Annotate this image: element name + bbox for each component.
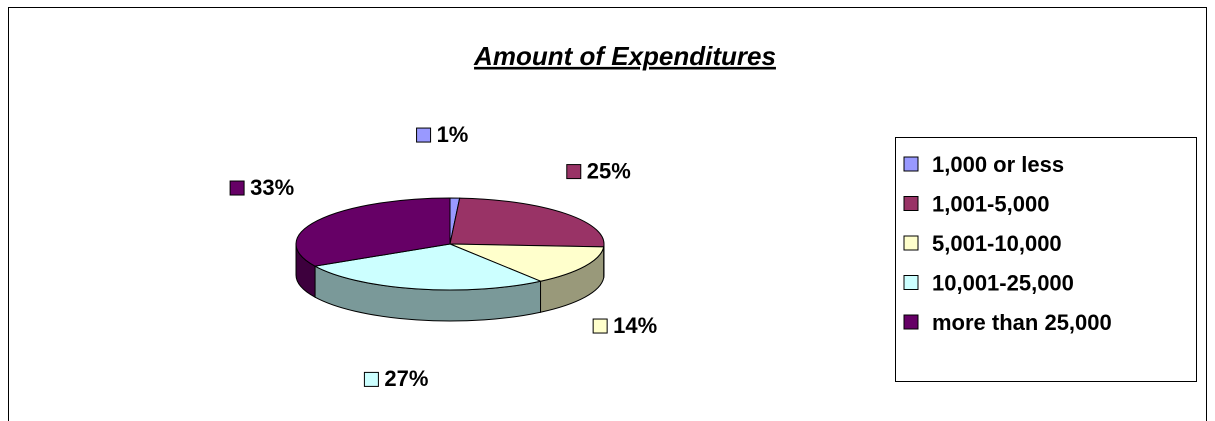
- label-key: [566, 164, 582, 180]
- pie-slice: [449, 197, 605, 248]
- legend-label: 5,001-10,000: [932, 231, 1062, 256]
- data-label: 25%: [587, 158, 631, 183]
- legend-label: 1,001-5,000: [932, 191, 1049, 216]
- pie-slice: [313, 243, 543, 291]
- data-label: 14%: [613, 313, 657, 338]
- chart-title: Amount of Expenditures: [473, 41, 776, 71]
- label-key: [592, 318, 608, 334]
- legend-key: [903, 314, 919, 330]
- data-label: 1%: [437, 122, 469, 147]
- pie-slice: [295, 197, 451, 267]
- data-label: 27%: [384, 366, 428, 391]
- legend-label: 1,000 or less: [932, 152, 1064, 177]
- legend-key: [903, 235, 919, 251]
- legend-box: [895, 137, 1197, 382]
- label-key: [229, 180, 245, 196]
- legend-label: 10,001-25,000: [932, 270, 1074, 295]
- data-label: 33%: [250, 175, 294, 200]
- legend-key: [903, 275, 919, 290]
- label-key: [363, 371, 379, 387]
- label-key: [416, 127, 432, 143]
- pie-slice: [449, 243, 605, 282]
- legend-label: more than 25,000: [932, 310, 1112, 335]
- legend-key: [903, 196, 919, 211]
- legend-key: [903, 156, 919, 172]
